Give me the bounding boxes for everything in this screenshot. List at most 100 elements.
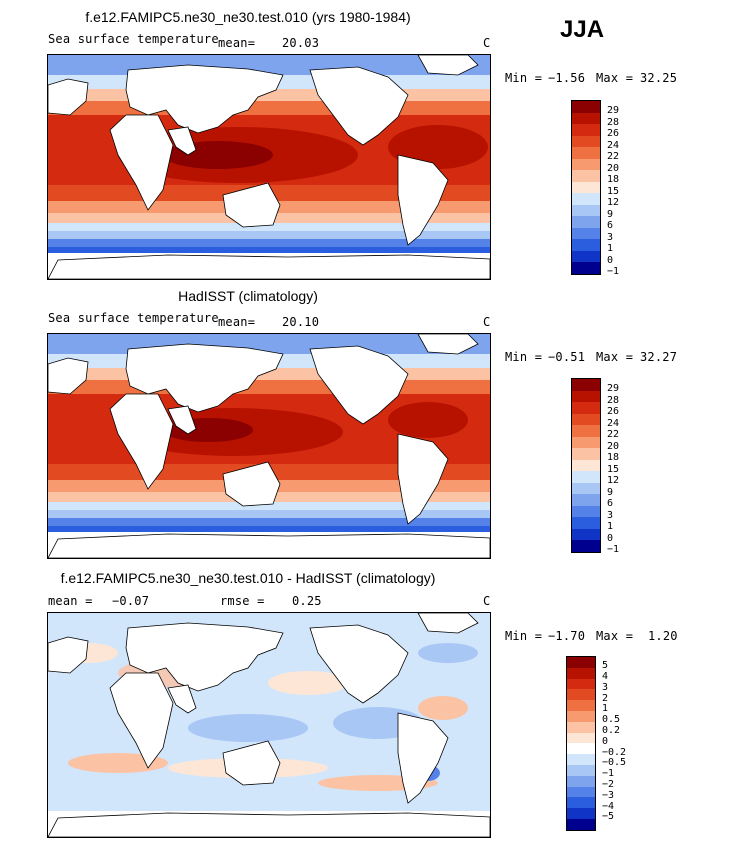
colorbar-tick-label: 0.5 <box>602 714 621 726</box>
colorbar-tick-label: −1 <box>607 544 620 556</box>
colorbar-swatch <box>572 482 600 494</box>
colorbar-tick-label: 9 <box>607 486 614 498</box>
panel1-min-value: −1.56 <box>548 71 586 85</box>
colorbar-swatch <box>567 818 595 830</box>
colorbar-swatch <box>572 471 600 483</box>
colorbar-tick-label: −5 <box>602 811 615 823</box>
colorbar-swatch <box>567 732 595 744</box>
colorbar-tick-label: 3 <box>607 231 614 243</box>
colorbar-tick-label: −1 <box>602 768 615 780</box>
colorbar-tick-label: 28 <box>607 394 620 406</box>
colorbar-tick-label: 3 <box>607 509 614 521</box>
colorbar-tick-label: 6 <box>607 220 614 232</box>
colorbar-swatch <box>572 262 600 274</box>
colorbar-tick-label: 24 <box>607 417 620 429</box>
colorbar-swatch <box>572 425 600 437</box>
colorbar-swatch <box>567 754 595 765</box>
colorbar-tick-label: 3 <box>602 681 609 693</box>
colorbar-swatch <box>567 667 595 679</box>
colorbar-tick-label: 22 <box>607 429 620 441</box>
colorbar-tick-label: 6 <box>607 498 614 510</box>
panel2-unit: C <box>483 315 491 329</box>
panel1-colorbar <box>571 100 601 275</box>
colorbar-swatch <box>572 505 600 517</box>
colorbar-tick-label: 29 <box>607 383 620 395</box>
colorbar-tick-label: 28 <box>607 116 620 128</box>
colorbar-swatch <box>572 528 600 540</box>
colorbar-tick-label: −3 <box>602 789 615 801</box>
colorbar-swatch <box>572 147 600 159</box>
colorbar-swatch <box>567 657 595 668</box>
panel3-rmse-value: 0.25 <box>292 594 322 608</box>
colorbar-tick-label: −0.5 <box>602 757 627 769</box>
colorbar-tick-label: 15 <box>607 463 620 475</box>
colorbar-swatch <box>567 721 595 733</box>
colorbar-swatch <box>567 700 595 711</box>
panel2-mean-label: mean= <box>218 315 256 329</box>
panel2-colorbar <box>571 378 601 553</box>
colorbar-swatch <box>572 540 600 552</box>
colorbar-swatch <box>572 239 600 251</box>
colorbar-tick-label: −1 <box>607 266 620 278</box>
panel3-colorbar <box>566 656 596 831</box>
colorbar-tick-label: 1 <box>607 243 614 255</box>
panel2-variable-label: Sea surface temperature <box>48 311 219 325</box>
colorbar-swatch <box>572 135 600 147</box>
colorbar-tick-label: −0.2 <box>602 746 627 758</box>
colorbar-swatch <box>572 436 600 448</box>
colorbar-tick-label: 24 <box>607 139 620 151</box>
colorbar-swatch <box>572 193 600 205</box>
colorbar-swatch <box>572 517 600 529</box>
panel2-map <box>47 333 491 559</box>
colorbar-swatch <box>567 743 595 755</box>
panel3-max-label: Max = <box>596 629 634 643</box>
panel3-min-value: −1.70 <box>548 629 586 643</box>
colorbar-swatch <box>567 797 595 809</box>
panel2-min-value: −0.51 <box>548 350 586 364</box>
colorbar-swatch <box>567 764 595 776</box>
colorbar-swatch <box>567 689 595 701</box>
panel2-max-value: 32.27 <box>640 350 678 364</box>
panel1-map <box>47 54 491 280</box>
colorbar-tick-label: 29 <box>607 105 620 117</box>
colorbar-swatch <box>567 775 595 787</box>
colorbar-tick-label: 18 <box>607 452 620 464</box>
colorbar-swatch <box>572 459 600 471</box>
colorbar-swatch <box>572 216 600 228</box>
colorbar-swatch <box>572 158 600 170</box>
colorbar-swatch <box>572 494 600 506</box>
colorbar-tick-label: 2 <box>602 692 609 704</box>
colorbar-swatch <box>572 402 600 414</box>
colorbar-tick-label: 0 <box>602 735 609 747</box>
colorbar-tick-label: −2 <box>602 779 615 790</box>
panel1-unit: C <box>483 36 491 50</box>
colorbar-swatch <box>572 204 600 216</box>
colorbar-tick-label: 1 <box>602 703 609 715</box>
panel1-min-label: Min = <box>505 71 543 85</box>
colorbar-swatch <box>572 448 600 460</box>
panel3-mean-value: −0.07 <box>112 594 150 608</box>
colorbar-tick-label: 12 <box>607 475 620 487</box>
colorbar-tick-label: 0 <box>607 254 614 266</box>
colorbar-tick-label: 9 <box>607 208 614 220</box>
colorbar-tick-label: 20 <box>607 162 620 174</box>
panel3-map-svg <box>48 613 490 837</box>
colorbar-tick-label: 12 <box>607 197 620 209</box>
colorbar-tick-label: −4 <box>602 800 615 812</box>
colorbar-swatch <box>567 808 595 819</box>
panel3-min-label: Min = <box>505 629 543 643</box>
colorbar-tick-label: 15 <box>607 185 620 197</box>
colorbar-swatch <box>572 379 600 391</box>
panel3-map <box>47 612 491 838</box>
panel1-max-value: 32.25 <box>640 71 678 85</box>
panel3-unit: C <box>483 594 491 608</box>
colorbar-swatch <box>572 413 600 425</box>
panel1-title: f.e12.FAMIPC5.ne30_ne30.test.010 (yrs 19… <box>85 9 411 25</box>
colorbar-tick-label: 4 <box>602 671 609 682</box>
colorbar-swatch <box>572 101 600 113</box>
colorbar-tick-label: 26 <box>607 128 620 140</box>
panel2-map-svg <box>48 334 490 558</box>
colorbar-tick-label: 0.2 <box>602 725 621 736</box>
panel1-max-label: Max = <box>596 71 634 85</box>
colorbar-swatch <box>567 710 595 722</box>
